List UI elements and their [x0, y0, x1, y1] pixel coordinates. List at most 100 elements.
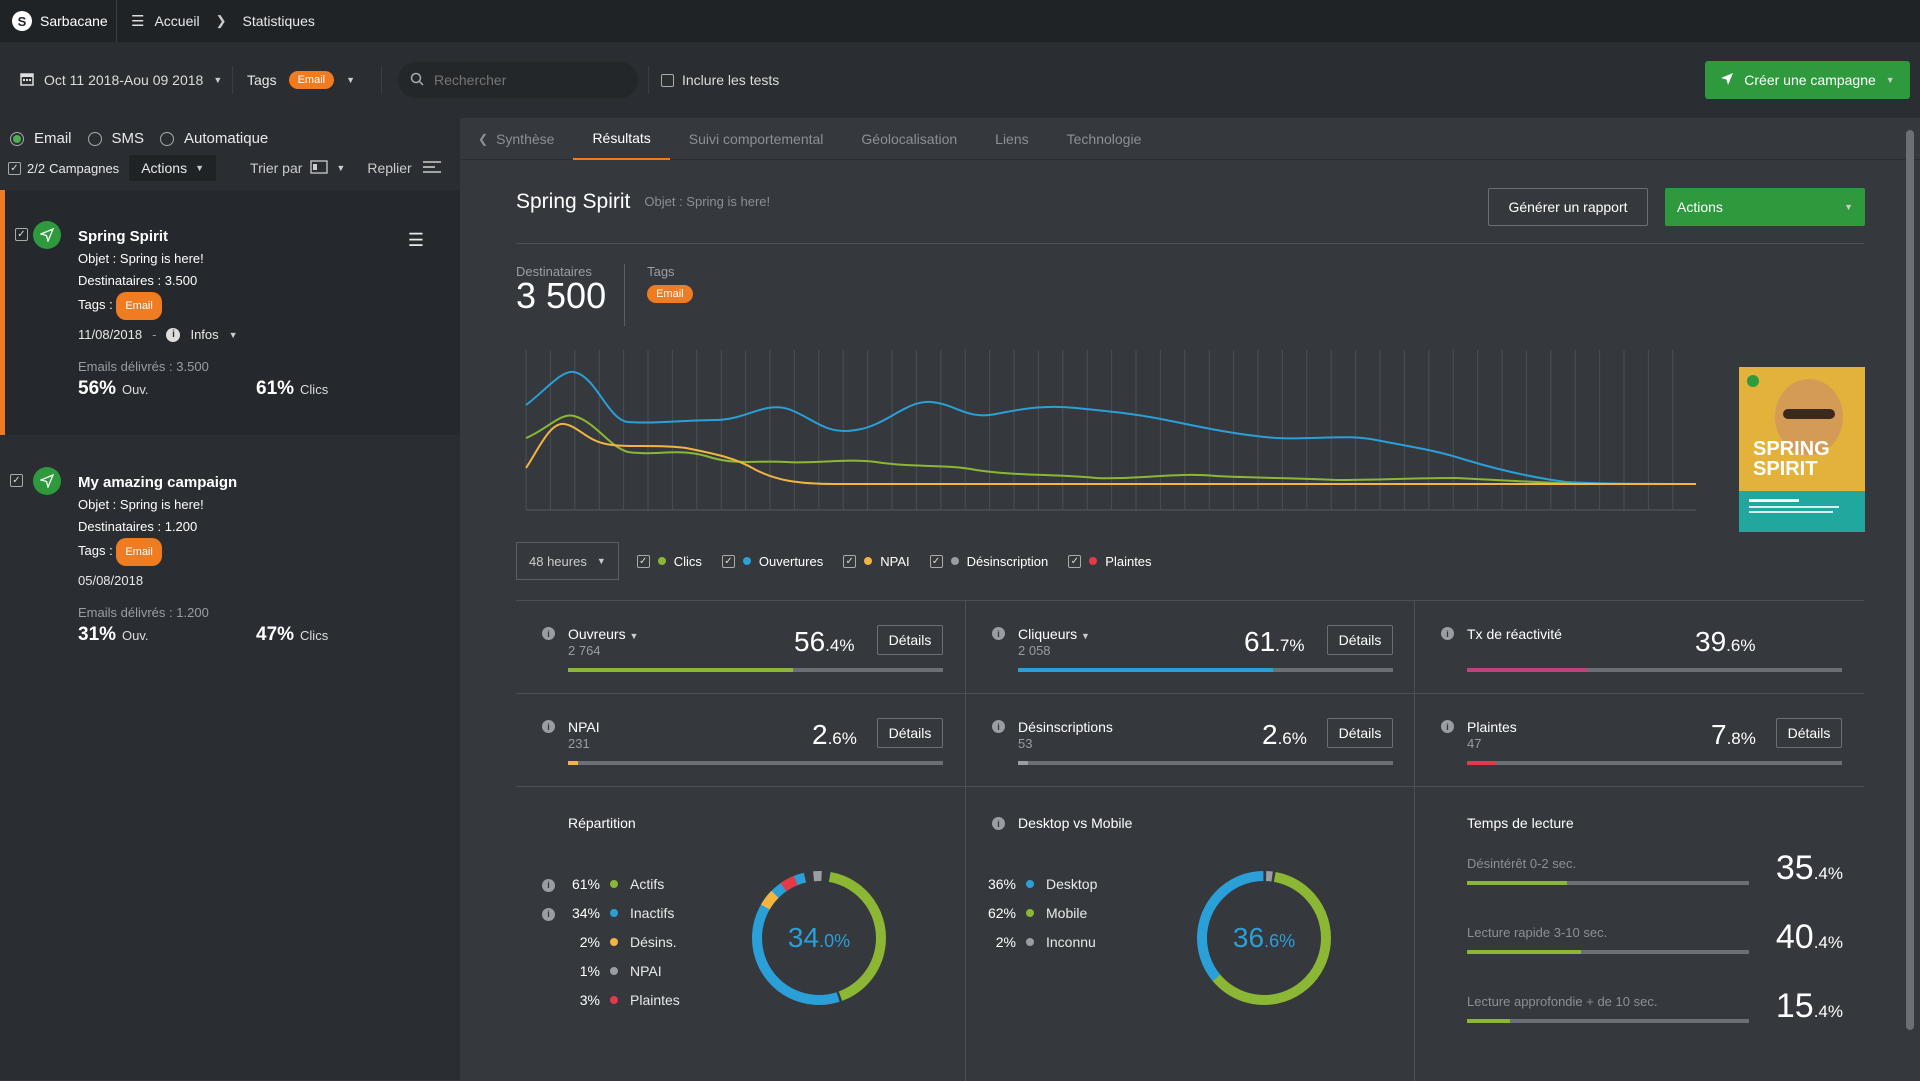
chevron-down-icon[interactable]: ▼ — [228, 330, 238, 340]
divider — [381, 66, 382, 94]
send-icon — [1720, 72, 1734, 89]
campaign-card-my-amazing-campaign[interactable]: ✓ My amazing campaign Objet : Spring is … — [0, 436, 460, 682]
include-tests-checkbox[interactable] — [661, 73, 674, 87]
kpi-desinscriptions: i Désinscriptions 53 2.6% Détails — [965, 694, 1414, 787]
kpi-label: Ouvreurs — [568, 626, 626, 642]
activity-chart-svg — [525, 350, 1697, 511]
details-button[interactable]: Détails — [877, 718, 943, 748]
email-preview-thumbnail[interactable]: SPRING SPIRIT — [1739, 367, 1865, 532]
chart-legend: 48 heures ▼ ✓ Clics ✓ Ouvertures ✓ NPAI ✓ Dé… — [516, 542, 1164, 580]
legend-npai[interactable]: ✓ NPAI — [843, 554, 910, 569]
search-icon — [410, 72, 424, 89]
infos-toggle[interactable]: Infos — [190, 327, 219, 342]
create-campaign-button[interactable]: Créer une campagne ▼ — [1705, 61, 1910, 99]
chevron-left-icon[interactable]: ❮ — [478, 131, 489, 146]
info-icon[interactable]: i — [992, 720, 1005, 733]
reading-bar-fill — [1467, 1019, 1511, 1023]
info-icon[interactable]: i — [542, 627, 555, 640]
radio-sms[interactable] — [87, 131, 102, 146]
fold-toggle[interactable]: Replier — [367, 160, 441, 177]
tab-technologie[interactable]: Technologie — [1066, 130, 1142, 147]
kpi-label: Désinscriptions — [1018, 719, 1113, 735]
campaign-header: Spring Spirit Objet : Spring is here! — [516, 160, 1864, 244]
search-box[interactable] — [398, 62, 638, 98]
repartition-donut: 34.0% — [752, 871, 886, 1005]
reading-bar — [1467, 1019, 1749, 1023]
chevron-down-icon[interactable]: ▼ — [1885, 75, 1895, 85]
legend-clics[interactable]: ✓ Clics — [636, 554, 702, 569]
legend-label: Ouvertures — [758, 553, 824, 569]
legend-checkbox[interactable]: ✓ — [929, 554, 943, 568]
details-button[interactable]: Détails — [1327, 718, 1393, 748]
radio-automatique[interactable] — [160, 131, 175, 146]
legend-checkbox[interactable]: ✓ — [636, 554, 650, 568]
legend-label: NPAI — [630, 962, 662, 979]
legend-desinscription[interactable]: ✓ Désinscription — [929, 554, 1048, 569]
legend-pct: 62% — [987, 904, 1016, 921]
chevron-down-icon[interactable]: ▼ — [346, 75, 356, 85]
date-range-picker[interactable]: Oct 11 2018-Aou 09 2018 ▼ — [0, 72, 232, 89]
info-icon[interactable]: i — [166, 328, 181, 342]
brand[interactable]: S Sarbacane — [0, 0, 116, 42]
legend-checkbox[interactable]: ✓ — [721, 554, 735, 568]
sort-dropdown[interactable]: Trier par ▼ — [250, 159, 345, 177]
kpi-label: NPAI — [568, 719, 600, 735]
tab-geolocalisation[interactable]: Géolocalisation — [861, 130, 958, 147]
details-button[interactable]: Détails — [877, 625, 943, 655]
chevron-down-icon: ▼ — [629, 631, 639, 641]
include-tests-toggle[interactable]: Inclure les tests — [661, 72, 779, 88]
kpi-percent: 61.7% — [1244, 626, 1304, 658]
info-icon[interactable]: i — [542, 720, 555, 733]
generate-report-button[interactable]: Générer un rapport — [1488, 188, 1648, 226]
legend-checkbox[interactable]: ✓ — [843, 554, 857, 568]
channel-sms[interactable]: SMS — [111, 130, 145, 147]
legend-checkbox[interactable]: ✓ — [1068, 554, 1082, 568]
info-icon[interactable]: i — [542, 878, 555, 892]
kpi-percent-int: 56 — [794, 626, 826, 657]
kpi-name[interactable]: Ouvreurs ▼ — [568, 626, 638, 642]
info-icon[interactable]: i — [992, 817, 1005, 830]
period-dropdown[interactable]: 48 heures ▼ — [516, 542, 619, 580]
kpi-count: 47 — [1467, 736, 1482, 751]
scrollbar[interactable] — [1906, 130, 1914, 1030]
kpi-count: 2 764 — [568, 643, 601, 658]
radio-email[interactable] — [10, 131, 24, 146]
info-icon[interactable]: i — [992, 627, 1005, 640]
campaign-checkbox[interactable]: ✓ — [15, 228, 28, 241]
menu-icon[interactable]: ☰ — [131, 13, 145, 30]
channel-automatique[interactable]: Automatique — [184, 130, 269, 147]
kpi-progress-bar — [1018, 761, 1393, 765]
info-icon[interactable]: i — [1441, 627, 1454, 640]
date-range-value: Oct 11 2018-Aou 09 2018 — [44, 72, 204, 88]
tab-resultats[interactable]: Résultats — [573, 118, 670, 160]
divider — [116, 0, 117, 42]
info-icon[interactable]: i — [1441, 720, 1454, 733]
tags-filter[interactable]: Tags Email ▼ — [233, 71, 381, 89]
subject-label: Objet : — [78, 497, 117, 512]
breadcrumb-home[interactable]: Accueil — [154, 13, 200, 29]
kpi-percent-dec: .8% — [1726, 729, 1756, 748]
tab-suivi-comportemental[interactable]: Suivi comportemental — [688, 130, 824, 147]
sidebar-actions-dropdown[interactable]: Actions ▼ — [129, 155, 217, 181]
select-all-checkbox[interactable]: ✓ — [8, 161, 21, 175]
donut-center-dec: .6% — [1264, 931, 1295, 951]
details-button[interactable]: Détails — [1776, 718, 1842, 748]
info-icon[interactable]: i — [542, 907, 555, 921]
actions-button[interactable]: Actions ▼ — [1665, 188, 1865, 226]
campaign-card-spring-spirit[interactable]: ✓ Spring Spirit Objet : Spring is here! … — [0, 190, 460, 435]
tag-email-badge[interactable]: Email — [288, 71, 335, 89]
legend-plaintes[interactable]: ✓ Plaintes — [1068, 554, 1152, 569]
tab-synthese[interactable]: Synthèse — [496, 130, 555, 147]
sarbacane-logo-icon: S — [12, 11, 32, 31]
details-button[interactable]: Détails — [1327, 625, 1393, 655]
open-label: Ouv. — [122, 628, 149, 643]
search-input[interactable] — [434, 72, 614, 88]
legend-dot — [1026, 937, 1034, 946]
campaign-menu-icon[interactable]: ☰ — [407, 230, 424, 250]
tab-liens[interactable]: Liens — [995, 130, 1029, 147]
kpi-name[interactable]: Cliqueurs ▼ — [1018, 626, 1090, 642]
campaign-checkbox[interactable]: ✓ — [10, 474, 23, 487]
sidebar-controls: ✓ 2/2 Campagnes Actions ▼ Trier par ▼ Re… — [0, 147, 460, 181]
channel-email[interactable]: Email — [34, 130, 72, 147]
legend-ouvertures[interactable]: ✓ Ouvertures — [721, 553, 824, 569]
